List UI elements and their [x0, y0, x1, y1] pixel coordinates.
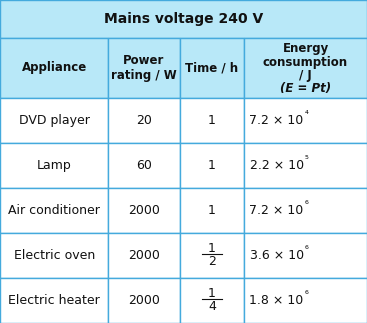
Text: ⁶: ⁶ [305, 200, 308, 210]
Text: / J: / J [299, 69, 312, 82]
Text: Energy: Energy [282, 42, 329, 55]
Text: 1: 1 [208, 159, 216, 172]
Text: ⁵: ⁵ [305, 155, 308, 165]
Text: consumption: consumption [263, 56, 348, 68]
Text: ⁶: ⁶ [305, 290, 308, 300]
Bar [180, 143, 244, 188]
Bar [0, 233, 108, 278]
Bar [108, 98, 180, 143]
Text: 1.8 × 10: 1.8 × 10 [250, 294, 304, 307]
Bar [0, 0, 367, 38]
Bar [244, 38, 367, 98]
Text: 1: 1 [208, 287, 216, 300]
Bar [244, 278, 367, 323]
Text: 3.6 × 10: 3.6 × 10 [250, 249, 304, 262]
Text: Power
rating / W: Power rating / W [111, 54, 177, 82]
Text: ⁶: ⁶ [305, 245, 308, 255]
Bar [0, 143, 108, 188]
Text: 2000: 2000 [128, 294, 160, 307]
Text: Air conditioner: Air conditioner [8, 204, 100, 217]
Text: DVD player: DVD player [19, 114, 90, 127]
Bar [180, 278, 244, 323]
Bar [108, 188, 180, 233]
Bar [244, 98, 367, 143]
Bar [108, 143, 180, 188]
Bar [0, 188, 108, 233]
Bar [244, 188, 367, 233]
Text: 1: 1 [208, 204, 216, 217]
Text: 20: 20 [136, 114, 152, 127]
Bar [180, 98, 244, 143]
Bar [0, 278, 108, 323]
Text: 1: 1 [208, 114, 216, 127]
Text: Electric heater: Electric heater [8, 294, 100, 307]
Text: 7.2 × 10: 7.2 × 10 [250, 204, 304, 217]
Bar [180, 38, 244, 98]
Text: 1: 1 [208, 242, 216, 255]
Bar [108, 278, 180, 323]
Text: 7.2 × 10: 7.2 × 10 [250, 114, 304, 127]
Text: Mains voltage 240 V: Mains voltage 240 V [104, 12, 263, 26]
Text: 2000: 2000 [128, 249, 160, 262]
Text: 4: 4 [208, 300, 216, 313]
Bar [108, 233, 180, 278]
Text: Electric oven: Electric oven [14, 249, 95, 262]
Bar [0, 38, 108, 98]
Bar [244, 143, 367, 188]
Text: 2000: 2000 [128, 204, 160, 217]
Bar [244, 233, 367, 278]
Text: Time / h: Time / h [185, 61, 239, 75]
Text: 2: 2 [208, 255, 216, 268]
Bar [0, 98, 108, 143]
Bar [180, 233, 244, 278]
Text: ⁴: ⁴ [305, 109, 308, 120]
Bar [180, 188, 244, 233]
Text: 60: 60 [136, 159, 152, 172]
Text: 2.2 × 10: 2.2 × 10 [250, 159, 304, 172]
Text: Appliance: Appliance [22, 61, 87, 75]
Text: Lamp: Lamp [37, 159, 72, 172]
Bar [108, 38, 180, 98]
Text: (E = Pt): (E = Pt) [280, 82, 331, 95]
